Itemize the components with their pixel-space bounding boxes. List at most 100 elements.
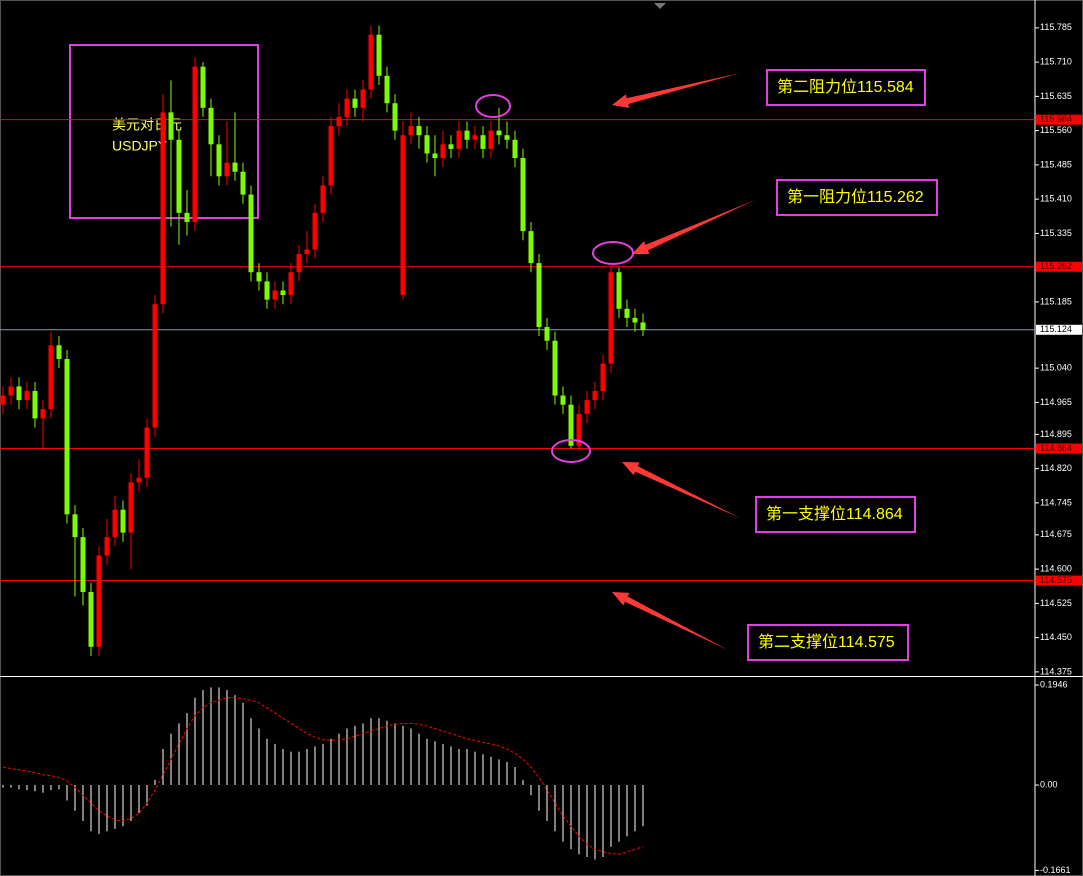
candle-body <box>176 139 182 213</box>
annotation-box <box>747 624 909 661</box>
candle-body <box>376 34 382 76</box>
candle-body <box>552 340 558 396</box>
candle-body <box>568 404 574 446</box>
highlight-ellipse <box>592 241 634 265</box>
signal-line <box>2 697 644 855</box>
candle-body <box>0 395 6 405</box>
candle-body <box>504 135 510 140</box>
candle-body <box>320 185 326 213</box>
candle-body <box>48 345 54 410</box>
candle-body <box>72 514 78 538</box>
y-tick-label: 115.485 <box>1040 159 1072 169</box>
candle-body <box>600 363 606 391</box>
candle-body <box>384 75 390 104</box>
arrow <box>612 73 740 108</box>
candle-body <box>136 477 142 483</box>
annotation: 第二阻力位115.584 <box>777 78 914 96</box>
candle-body <box>32 390 38 419</box>
candle-body <box>312 212 318 250</box>
highlight-ellipse <box>475 94 511 118</box>
candle-body <box>224 162 230 177</box>
level-label-bg <box>1036 114 1082 125</box>
y-tick-label: 114.675 <box>1040 529 1072 539</box>
candle-body <box>352 98 358 108</box>
level-label-bg <box>1036 575 1082 586</box>
candle-body <box>528 231 534 264</box>
candle-body <box>432 153 438 159</box>
candle-body <box>544 327 550 341</box>
candle-body <box>240 171 246 195</box>
candle-body <box>440 144 446 159</box>
candle-body <box>168 112 174 140</box>
candle-body <box>616 272 622 309</box>
candle-body <box>112 509 118 538</box>
candle-body <box>120 509 126 533</box>
candle-body <box>344 98 350 117</box>
y-tick-label: 115.040 <box>1040 363 1072 373</box>
level-label: 115.262 <box>1040 261 1072 271</box>
annotation-box <box>766 69 926 106</box>
highlight-ellipse <box>551 439 591 463</box>
candle-body <box>592 390 598 401</box>
candle-body <box>280 290 286 296</box>
annotation: 第二支撑位114.575 <box>758 633 895 651</box>
candle-body <box>464 130 470 140</box>
candle-body <box>448 144 454 149</box>
level-label-bg <box>1036 443 1082 454</box>
y-tick-label: 114.375 <box>1040 666 1072 676</box>
level-label-bg <box>1036 261 1082 272</box>
chart-subtitle: USDJPY <box>112 138 168 154</box>
candle-body <box>360 89 366 108</box>
candle-body <box>328 126 334 186</box>
candle-body <box>584 400 590 414</box>
candle-body <box>624 308 630 318</box>
candle-body <box>56 345 62 360</box>
candle-body <box>216 144 222 177</box>
level-label: 115.584 <box>1040 114 1072 124</box>
candle-body <box>96 555 102 647</box>
y-tick-label: 0.1946 <box>1040 679 1068 689</box>
candle-body <box>488 130 494 149</box>
candle-body <box>40 409 46 419</box>
y-tick-label: 114.820 <box>1040 463 1072 473</box>
candle-body <box>560 395 566 405</box>
candle-body <box>192 66 198 222</box>
annotation: 第一支撑位114.864 <box>766 505 903 523</box>
candle-body <box>104 537 110 556</box>
level-label: 114.575 <box>1040 575 1072 585</box>
candle-body <box>80 537 86 592</box>
candle-body <box>232 162 238 172</box>
y-tick-label: 115.185 <box>1040 296 1072 306</box>
y-tick-label: 115.410 <box>1040 194 1072 204</box>
candle-body <box>144 427 150 478</box>
candle-body <box>424 135 430 154</box>
candle-body <box>456 130 462 149</box>
y-tick-label: 114.450 <box>1040 632 1072 642</box>
candle-body <box>128 482 134 533</box>
y-tick-label: 115.710 <box>1040 56 1072 66</box>
current-price-bg <box>1036 324 1082 335</box>
candle-body <box>88 591 94 647</box>
candle-body <box>496 130 502 136</box>
y-tick-label: 114.525 <box>1040 598 1072 608</box>
candle-body <box>576 413 582 446</box>
y-tick-label: 115.785 <box>1040 22 1072 32</box>
candle-body <box>184 212 190 222</box>
candle-body <box>208 107 214 145</box>
candle-body <box>256 272 262 282</box>
candle-body <box>200 66 206 108</box>
level-label: 114.864 <box>1040 443 1072 453</box>
candle-body <box>288 272 294 296</box>
y-tick-label: 115.560 <box>1040 125 1072 135</box>
candle-body <box>368 34 374 90</box>
candle-body <box>416 126 422 136</box>
candle-body <box>480 135 486 149</box>
candle-body <box>8 386 14 396</box>
annotation-box <box>755 496 916 533</box>
y-tick-label: 114.895 <box>1040 429 1072 439</box>
candle-body <box>536 263 542 328</box>
candle-body <box>512 139 518 159</box>
y-tick-label: 114.745 <box>1040 497 1072 507</box>
candle-body <box>472 135 478 140</box>
